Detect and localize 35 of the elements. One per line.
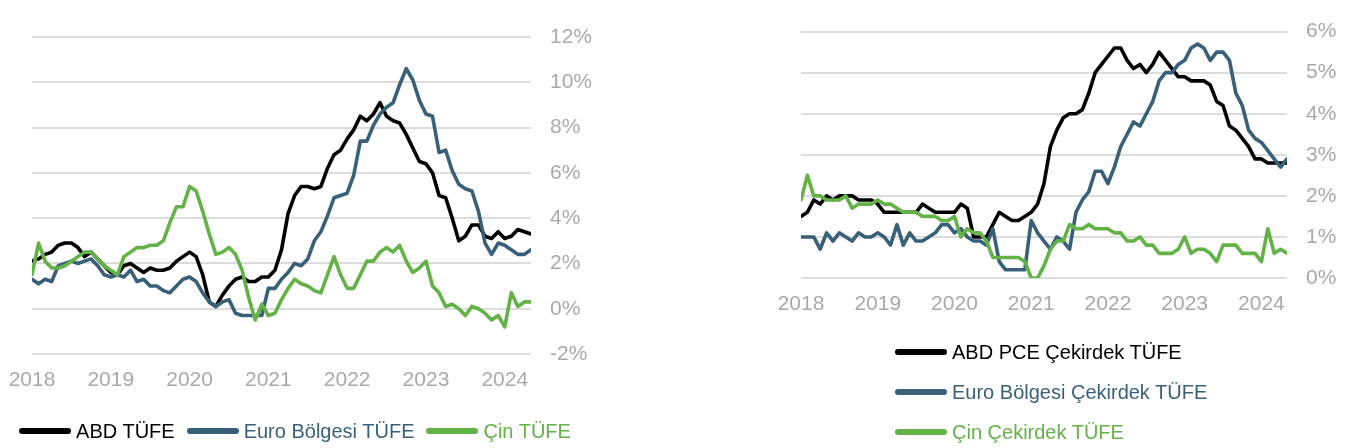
y-tick-label: 8% <box>550 114 581 138</box>
y-tick-label: 0% <box>550 295 581 319</box>
x-tick-label: 2022 <box>1084 291 1132 315</box>
legend-label: Çin Çekirdek TÜFE <box>952 420 1124 444</box>
x-tick-label: 2020 <box>931 291 978 315</box>
x-tick-label: 2024 <box>481 367 529 391</box>
x-tick-label: 2024 <box>1238 291 1286 315</box>
y-tick-label: 4% <box>1306 100 1337 124</box>
x-tick-label: 2018 <box>8 367 56 391</box>
y-tick-label: 6% <box>1306 18 1337 42</box>
y-tick-label: 1% <box>1306 223 1337 247</box>
y-tick-label: 4% <box>550 204 581 228</box>
x-tick-label: 2023 <box>1161 291 1209 315</box>
y-tick-label: 3% <box>1306 141 1337 165</box>
x-tick-label: 2018 <box>777 291 825 315</box>
y-tick-label: 5% <box>1306 59 1337 83</box>
y-tick-label: 0% <box>1306 264 1337 288</box>
legend-label: ABD PCE Çekirdek TÜFE <box>952 340 1182 364</box>
legend-label: Çin TÜFE <box>483 419 571 443</box>
y-tick-label: 10% <box>550 69 593 93</box>
y-tick-label: 2% <box>1306 182 1337 206</box>
x-tick-label: 2019 <box>87 367 135 391</box>
x-tick-label: 2022 <box>323 367 371 391</box>
x-tick-label: 2021 <box>1007 291 1055 315</box>
y-tick-label: 12% <box>550 23 593 47</box>
x-tick-label: 2023 <box>402 367 450 391</box>
y-tick-label: 6% <box>550 159 581 183</box>
legend-label: Euro Bölgesi TÜFE <box>243 419 415 443</box>
legend-label: Euro Bölgesi Çekirdek TÜFE <box>952 380 1208 404</box>
y-tick-label: -2% <box>550 340 588 364</box>
x-tick-label: 2021 <box>245 367 292 391</box>
legend-label: ABD TÜFE <box>76 419 175 443</box>
y-tick-label: 2% <box>550 250 581 274</box>
x-tick-label: 2019 <box>854 291 902 315</box>
x-tick-label: 2020 <box>166 367 213 391</box>
